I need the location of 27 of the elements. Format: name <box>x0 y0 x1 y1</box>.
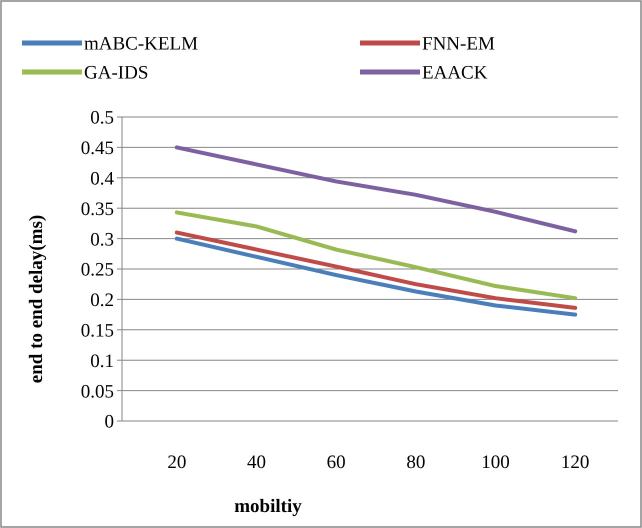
y-tick-label: 0.3 <box>90 229 114 250</box>
line-series <box>174 236 578 317</box>
x-tick-label: 120 <box>560 452 590 473</box>
legend-label: GA-IDS <box>84 62 148 84</box>
y-tick-label: 0.45 <box>80 138 114 160</box>
x-tick-label: 100 <box>481 452 510 473</box>
y-tick-label: 0.1 <box>90 350 114 372</box>
line-series <box>174 230 578 310</box>
y-tick-label: 0.05 <box>80 381 114 402</box>
y-tick-label: 0.15 <box>80 320 114 342</box>
y-tick-label: 0.35 <box>80 198 114 220</box>
line-series <box>174 145 578 234</box>
y-axis-title: end to end delay(ms) <box>26 214 47 384</box>
legend-label: EAACK <box>422 62 488 84</box>
y-tick-label: 0.25 <box>80 260 114 281</box>
y-tick-label: 0.4 <box>90 168 114 190</box>
y-tick-label: 0.5 <box>90 108 114 129</box>
x-tick-label: 60 <box>326 452 346 473</box>
legend-label: mABC-KELM <box>84 34 198 55</box>
y-tick-label: 0.2 <box>90 290 114 312</box>
x-tick-label: 20 <box>167 452 186 473</box>
x-axis-title: mobiltiy <box>234 496 302 517</box>
legend-label: FNN-EM <box>422 34 495 55</box>
x-tick-label: 40 <box>247 452 266 473</box>
line-series <box>174 210 578 300</box>
x-tick-label: 80 <box>406 452 426 473</box>
y-tick-label: 0 <box>104 412 114 433</box>
